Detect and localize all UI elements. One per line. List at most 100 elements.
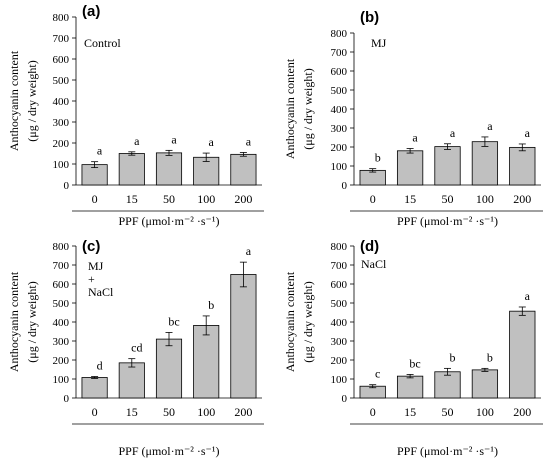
significance-letter: a (525, 289, 531, 303)
x-tick-label: 0 (370, 192, 376, 206)
significance-letter: a (412, 131, 418, 145)
panel-c: 0 100 200 300 400 500 600 700 800 d 0 cd 15 bc 50 b 100 a… (7, 238, 264, 458)
y-tick-label: 400 (331, 317, 348, 329)
bar (193, 156, 220, 186)
panel-d: 0 100 200 300 400 500 600 700 800 c 0 bc 15 b 50 b 100 a 2… (283, 238, 543, 458)
bar (471, 369, 499, 399)
y-tick-label: 700 (53, 33, 70, 45)
y-tick-label: 0 (342, 393, 348, 405)
x-axis-title: PPF (μmol·m⁻² ·s⁻¹) (397, 214, 498, 228)
x-tick-label: 50 (163, 192, 175, 206)
y-axis-title-line-1: Anthocyanin content (7, 271, 21, 372)
y-tick-label: 0 (342, 180, 348, 192)
panel-a: 0 100 200 300 400 500 600 700 800 a 0 a 15 a 50 a 100 a 20… (7, 3, 264, 228)
condition-label: NaCl (361, 257, 387, 271)
x-tick-label: 200 (513, 405, 531, 419)
y-tick-label: 200 (331, 142, 348, 154)
bar (434, 371, 461, 399)
bar (118, 153, 145, 186)
x-axis-title: PPF (μmol·m⁻² ·s⁻¹) (397, 444, 498, 458)
bar (118, 362, 145, 399)
y-tick-label: 800 (53, 241, 70, 253)
bar (155, 152, 183, 186)
significance-letter: cd (131, 341, 142, 355)
y-axis-title-line-2: (μg / dry weight) (25, 281, 39, 362)
x-tick-label: 15 (404, 192, 416, 206)
y-tick-label: 100 (53, 374, 70, 386)
y-tick-label: 300 (331, 336, 348, 348)
condition-label: NaCl (88, 285, 114, 299)
y-tick-label: 600 (331, 66, 348, 78)
x-tick-label: 50 (442, 405, 454, 419)
panel-label: (c) (82, 238, 100, 255)
condition-label: MJ (371, 36, 387, 50)
significance-letter: bc (409, 356, 420, 370)
y-tick-label: 600 (53, 54, 70, 66)
y-tick-label: 700 (331, 47, 348, 59)
x-tick-label: 0 (92, 192, 98, 206)
x-tick-label: 0 (370, 405, 376, 419)
y-tick-label: 600 (331, 279, 348, 291)
x-tick-label: 50 (163, 405, 175, 419)
y-tick-label: 300 (53, 117, 70, 129)
x-tick-label: 15 (404, 405, 416, 419)
y-axis-title-line-2: (μg / dry weight) (301, 281, 315, 362)
bar (81, 377, 108, 399)
x-tick-label: 0 (92, 405, 98, 419)
bar (193, 325, 220, 399)
significance-letter: a (134, 134, 140, 148)
y-tick-label: 400 (53, 317, 70, 329)
condition-label: MJ (88, 259, 104, 273)
y-tick-label: 0 (64, 180, 70, 192)
panel-label: (a) (82, 3, 100, 20)
panel-b: 0 100 200 300 400 500 600 700 800 b 0 a 15 a 50 a 100 a 20… (283, 9, 543, 228)
significance-letter: b (375, 151, 381, 165)
y-tick-label: 600 (53, 279, 70, 291)
y-tick-label: 500 (331, 298, 348, 310)
significance-letter: c (375, 367, 380, 381)
x-axis-title: PPF (μmol·m⁻² ·s⁻¹) (119, 444, 220, 458)
y-tick-label: 300 (331, 123, 348, 135)
bar (396, 150, 424, 186)
significance-letter: a (450, 126, 456, 140)
bar (509, 146, 536, 186)
significance-letter: bc (168, 314, 179, 328)
y-tick-label: 500 (53, 298, 70, 310)
y-axis-title-line-1: Anthocyanin content (283, 271, 297, 372)
y-tick-label: 300 (53, 336, 70, 348)
bar (434, 146, 461, 186)
panel-label: (b) (360, 9, 379, 26)
x-tick-label: 200 (513, 192, 531, 206)
y-tick-label: 500 (331, 85, 348, 97)
y-tick-label: 800 (331, 241, 348, 253)
y-tick-label: 200 (331, 355, 348, 367)
x-tick-label: 50 (442, 192, 454, 206)
significance-letter: b (450, 350, 456, 364)
x-axis-title: PPF (μmol·m⁻² ·s⁻¹) (119, 214, 220, 228)
significance-letter: a (171, 132, 177, 146)
x-tick-label: 200 (234, 405, 252, 419)
bar (471, 141, 499, 186)
x-tick-label: 100 (476, 192, 494, 206)
significance-letter: b (487, 350, 493, 364)
significance-letter: a (209, 135, 215, 149)
x-tick-label: 100 (197, 192, 215, 206)
significance-letter: a (525, 126, 531, 140)
panel-label: (d) (360, 238, 379, 255)
bar (155, 338, 183, 399)
y-tick-label: 100 (331, 161, 348, 173)
y-tick-label: 100 (331, 374, 348, 386)
bar (396, 375, 424, 399)
y-tick-label: 0 (64, 393, 70, 405)
condition-label: + (88, 272, 95, 286)
y-axis-title-line-1: Anthocyanin content (283, 58, 297, 159)
significance-letter: a (97, 144, 103, 158)
significance-letter: a (246, 244, 252, 258)
y-tick-label: 200 (53, 355, 70, 367)
x-tick-label: 15 (126, 192, 138, 206)
significance-letter: a (487, 119, 493, 133)
y-tick-label: 500 (53, 75, 70, 87)
y-tick-label: 800 (53, 12, 70, 24)
y-axis-title-line-2: (μg / dry weight) (301, 68, 315, 149)
